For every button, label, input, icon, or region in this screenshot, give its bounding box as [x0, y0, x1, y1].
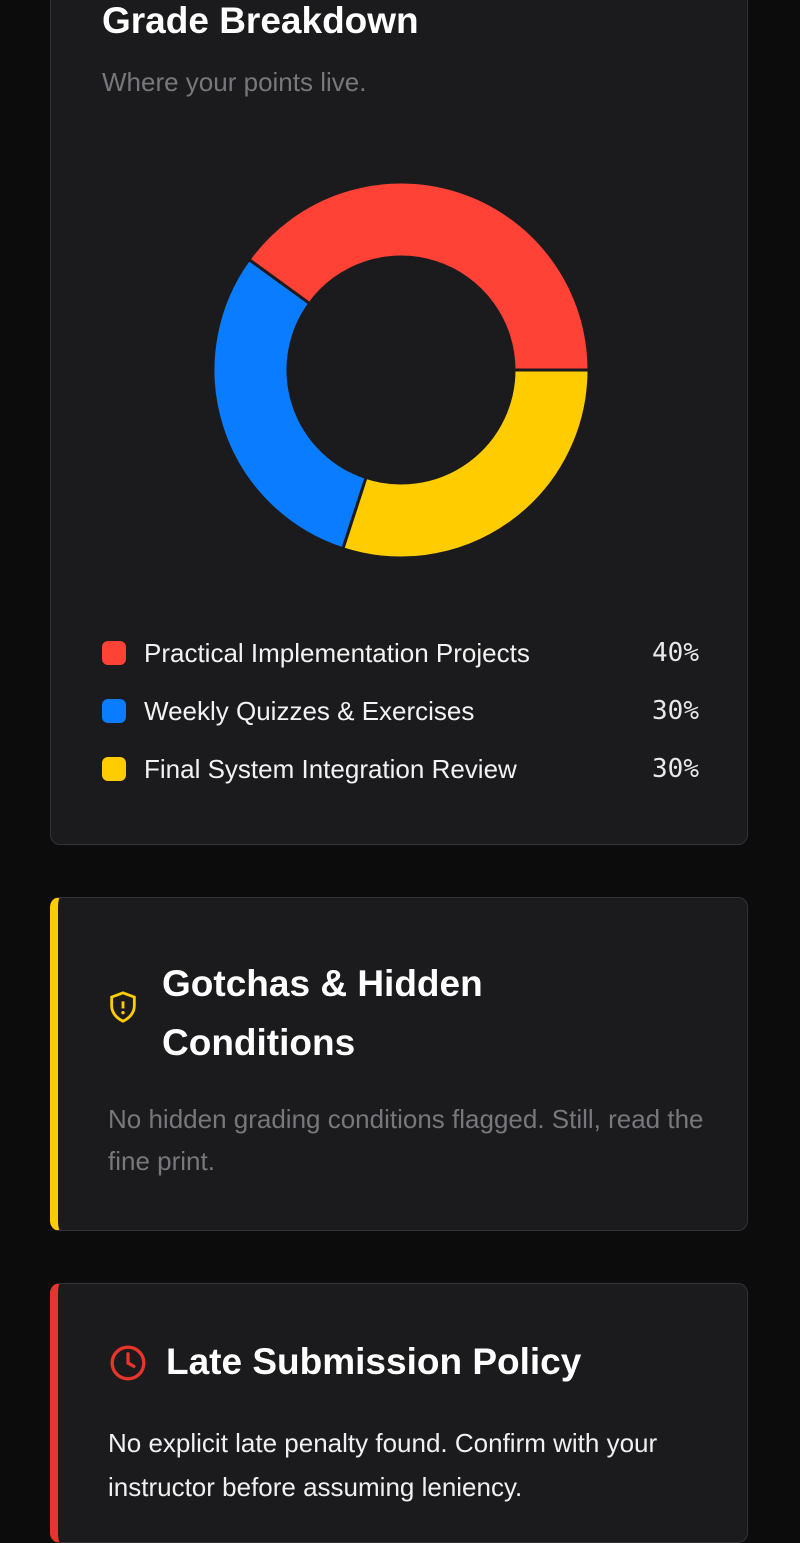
donut-segment [211, 257, 368, 551]
card-title: Late Submission Policy [166, 1341, 582, 1382]
legend-label: Practical Implementation Projects [144, 638, 530, 668]
gotchas-card: Gotchas & Hidden Conditions No hidden gr… [50, 897, 748, 1231]
legend-swatch [102, 641, 126, 665]
donut-segment [341, 368, 591, 560]
legend-value: 40% [652, 638, 699, 668]
late-card: Late Submission Policy No explicit late … [50, 1283, 748, 1543]
legend-swatch [102, 757, 126, 781]
card-title: Grade Breakdown [102, 0, 419, 41]
legend-label: Final System Integration Review [144, 754, 517, 784]
donut-segment [246, 180, 591, 372]
card-body: No hidden grading conditions flagged. St… [108, 1104, 704, 1176]
grade-card: Grade Breakdown Where your points live. … [50, 0, 748, 845]
legend-value: 30% [652, 696, 699, 726]
card-subtitle: Where your points live. [102, 67, 367, 97]
donut-chart [211, 180, 591, 560]
card-body: No explicit late penalty found. Confirm … [108, 1428, 658, 1502]
shield-icon [110, 991, 136, 1023]
legend-swatch [102, 699, 126, 723]
legend-label: Weekly Quizzes & Exercises [144, 696, 475, 726]
card-title: Gotchas & Hidden Conditions [162, 963, 483, 1063]
page: Grade Breakdown Where your points live. … [50, 0, 748, 1543]
clock-icon [110, 1345, 146, 1381]
legend-value: 30% [652, 754, 699, 784]
